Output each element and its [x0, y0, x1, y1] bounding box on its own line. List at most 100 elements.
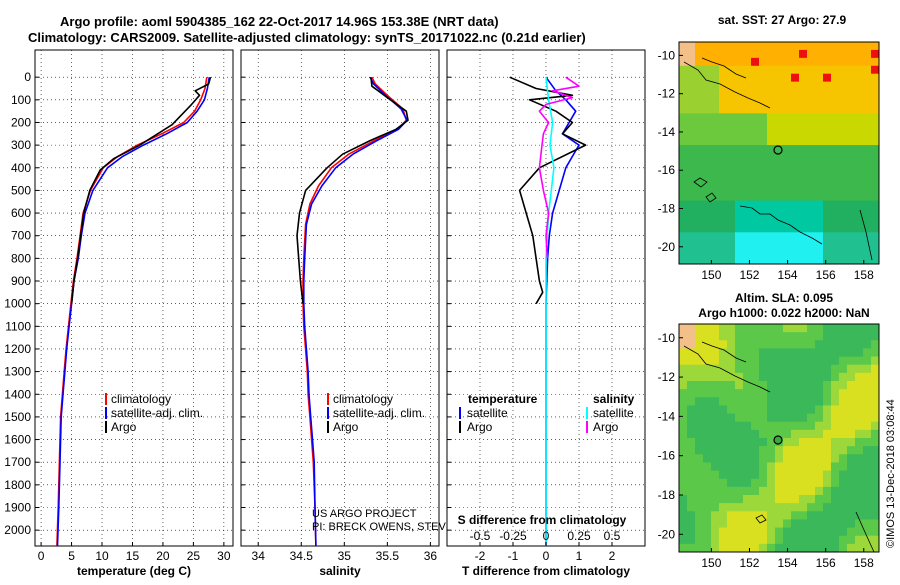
sst-pixel — [823, 176, 832, 186]
sst-pixel — [759, 145, 768, 154]
map-lat-label: -14 — [658, 409, 676, 423]
sla-pixel — [751, 372, 760, 382]
sst-pixel — [871, 192, 880, 202]
sst-pixel — [679, 137, 688, 146]
sla-pixel — [743, 454, 752, 463]
sla-pixel — [791, 511, 800, 520]
sla-pixel — [783, 438, 792, 447]
sst-pixel — [687, 200, 696, 209]
sst-pixel — [863, 176, 872, 186]
sla-pixel — [839, 324, 848, 333]
sla-pixel — [807, 324, 816, 333]
sla-pixel — [703, 454, 712, 463]
sla-pixel — [775, 478, 784, 488]
sst-pixel — [783, 160, 792, 170]
sla-pixel — [839, 421, 848, 431]
sla-pixel — [863, 454, 872, 463]
sst-pixel — [711, 224, 720, 233]
sst-pixel — [855, 121, 864, 130]
sst-pixel — [775, 121, 784, 130]
sla-pixel — [687, 340, 696, 349]
sst-pixel — [679, 224, 688, 233]
sst-pixel — [831, 176, 840, 186]
x-tick-label: 1 — [576, 549, 583, 563]
title-line-2: Climatology: CARS2009. Satellite-adjuste… — [28, 30, 586, 45]
sst-pixel — [735, 145, 744, 154]
sla-pixel — [863, 478, 872, 488]
sst-pixel — [711, 153, 720, 162]
sst-pixel — [695, 89, 704, 98]
sla-pixel — [855, 535, 864, 545]
sst-pixel — [815, 89, 824, 98]
sla-pixel — [871, 332, 880, 341]
sst-pixel — [711, 160, 720, 170]
sst-pixel — [743, 137, 752, 146]
sla-pixel — [831, 527, 840, 537]
sst-pixel — [847, 232, 856, 241]
sla-pixel — [815, 446, 824, 455]
sla-pixel — [759, 364, 768, 374]
sst-pixel — [863, 81, 872, 91]
sla-pixel — [847, 372, 856, 382]
sst-pixel — [687, 97, 696, 106]
sst-pixel — [807, 121, 816, 130]
temperature-panel-frame — [34, 49, 234, 547]
sla-pixel — [847, 543, 856, 553]
sst-pixel — [735, 208, 744, 217]
sla-pixel — [807, 405, 816, 415]
sla-pixel — [751, 470, 760, 480]
sst-pixel — [871, 145, 880, 154]
sst-pixel — [871, 113, 880, 122]
sla-pixel — [695, 405, 704, 415]
sla-pixel — [687, 405, 696, 415]
sla-pixel — [799, 454, 808, 463]
sst-pixel — [759, 42, 768, 51]
sst-pixel — [855, 256, 864, 265]
sla-pixel — [863, 332, 872, 341]
sla-pixel — [743, 486, 752, 496]
sla-pixel — [823, 511, 832, 520]
sst-pixel — [727, 65, 736, 75]
sst-pixel — [871, 121, 880, 130]
map-lon-label: 150 — [701, 268, 721, 282]
sla-pixel — [751, 340, 760, 349]
sla-pixel — [815, 486, 824, 496]
sla-pixel — [783, 364, 792, 374]
sst-pixel — [743, 113, 752, 122]
sst-pixel — [751, 73, 760, 83]
sla-pixel — [791, 389, 800, 398]
sst-pixel — [687, 65, 696, 75]
sst-pixel — [735, 176, 744, 186]
sla-pixel — [775, 413, 784, 423]
sla-pixel — [847, 340, 856, 349]
depth-tick-label: 1200 — [4, 342, 31, 356]
sla-pixel — [815, 527, 824, 537]
sst-pixel — [743, 89, 752, 98]
sla-pixel — [759, 381, 768, 390]
sst-pixel — [855, 240, 864, 249]
sst-pixel — [855, 192, 864, 202]
sla-pixel — [719, 413, 728, 423]
sla-pixel — [719, 446, 728, 455]
sst-pixel — [863, 145, 872, 154]
sst-pixel — [711, 73, 720, 83]
sst-pixel — [791, 89, 800, 98]
sst-pixel — [871, 256, 880, 265]
sla-pixel — [815, 462, 824, 472]
sla-pixel — [799, 478, 808, 488]
sst-pixel — [743, 105, 752, 114]
sla-pixel — [743, 470, 752, 480]
sst-pixel — [751, 49, 760, 59]
reef — [705, 192, 717, 203]
sst-pixel — [847, 208, 856, 217]
sst-pixel — [727, 105, 736, 114]
map-lat-label: -18 — [658, 488, 676, 502]
x-tick-label: 0 — [38, 549, 45, 563]
sla-pixel — [863, 535, 872, 545]
sla-pixel — [863, 429, 872, 439]
sla-pixel — [711, 356, 720, 366]
sst-pixel — [751, 81, 760, 91]
sla-pixel — [799, 389, 808, 398]
sst-pixel — [735, 57, 744, 67]
sst-pixel — [695, 57, 704, 67]
